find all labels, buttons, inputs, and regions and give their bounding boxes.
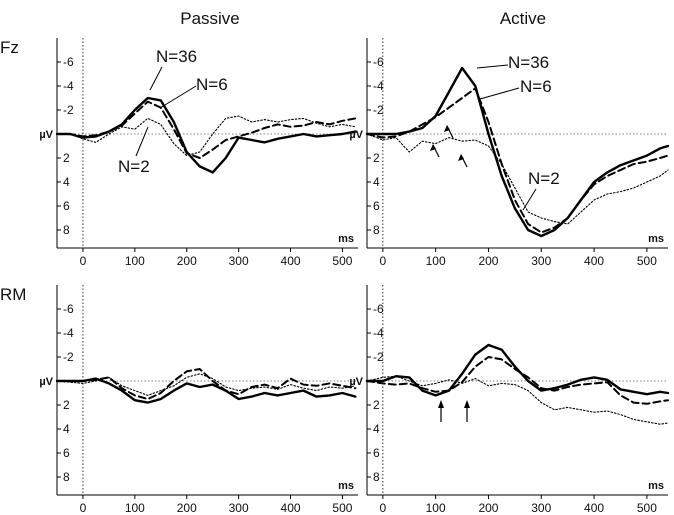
series-line-n36 (365, 66, 670, 238)
arrow-icon (458, 154, 468, 168)
x-tick-label: 300 (531, 254, 551, 268)
y-tick-label: -4 (63, 326, 74, 340)
x-tick-label: 500 (332, 254, 352, 268)
arrow-icon (444, 125, 454, 139)
x-tick-label: 0 (379, 501, 386, 515)
x-tick-label: 300 (229, 254, 249, 268)
x-tick-label: 200 (177, 254, 197, 268)
y-tick-label: 6 (373, 446, 380, 460)
leader-n2-passive (135, 126, 149, 157)
leader-n2-active (522, 188, 537, 211)
y-tick-label: 2 (373, 151, 380, 165)
panel-rm-passive: -6 -4 -2 2 4 6 8 µV 0 100 200 300 400 500 ms (39, 285, 358, 515)
arrow-icon (430, 144, 440, 158)
y-tick-label: 8 (373, 223, 380, 237)
annotation-layer: N=36 N=6 N=2 N=36 N=6 N=2 (118, 47, 560, 422)
series-line-n36 (365, 343, 670, 397)
x-tick-label: 400 (584, 254, 604, 268)
y-tick-label: -2 (373, 103, 384, 117)
y-tick-label: -6 (373, 55, 384, 69)
y-tick-label: -6 (373, 302, 384, 316)
x-tick-label: 300 (531, 501, 551, 515)
y-tick-label: -2 (63, 350, 74, 364)
y-tick-label: -2 (63, 103, 74, 117)
annotation-n6-passive: N=6 (196, 75, 228, 94)
y-unit-label: µV (39, 129, 53, 141)
x-tick-label: 400 (281, 254, 301, 268)
y-tick-label: 2 (373, 398, 380, 412)
y-tick-label: -6 (63, 55, 74, 69)
y-tick-label: 4 (373, 422, 380, 436)
series-line-n6 (56, 100, 357, 159)
x-tick-label: 500 (637, 501, 657, 515)
y-tick-label: 2 (63, 398, 70, 412)
x-tick-label: 200 (478, 254, 498, 268)
column-title-passive: Passive (180, 9, 240, 28)
panel-rm-active: -6 -4 -2 2 4 6 8 µV 0 100 200 300 400 500 ms (349, 285, 670, 515)
y-tick-label: 4 (373, 175, 380, 189)
x-tick-label: 100 (426, 501, 446, 515)
y-tick-label: 6 (373, 199, 380, 213)
y-unit-label: µV (39, 376, 53, 388)
leader-n6-active (479, 87, 520, 100)
y-tick-label: -4 (373, 326, 384, 340)
x-tick-label: 500 (332, 501, 352, 515)
x-tick-label: 100 (426, 254, 446, 268)
series-line-n2 (56, 373, 356, 396)
annotation-n36-passive: N=36 (156, 47, 197, 66)
x-tick-label: 300 (229, 501, 249, 515)
x-tick-label: 200 (177, 501, 197, 515)
series-line-n36 (55, 377, 357, 404)
x-unit-label: ms (338, 233, 354, 245)
annotation-n36-active: N=36 (508, 53, 549, 72)
x-tick-label: 400 (281, 501, 301, 515)
y-unit-label: µV (349, 376, 363, 388)
x-tick-label: 100 (125, 501, 145, 515)
x-tick-label: 0 (80, 254, 87, 268)
series-line-n2 (56, 115, 356, 157)
panel-fz-passive: -6 -4 -2 2 4 6 8 µV 0 100 200 300 400 500 ms (39, 38, 358, 268)
row-label-rm: RM (0, 285, 26, 304)
x-unit-label: ms (648, 233, 664, 245)
y-tick-label: 4 (63, 175, 70, 189)
x-tick-label: 0 (80, 501, 87, 515)
leader-n36-passive (149, 66, 163, 91)
y-tick-label: -4 (373, 79, 384, 93)
y-tick-label: 4 (63, 422, 70, 436)
annotation-n2-passive: N=2 (118, 157, 150, 176)
leader-n36-active (476, 64, 509, 69)
y-unit-label: µV (349, 129, 363, 141)
column-title-active: Active (500, 9, 546, 28)
series-line-n2 (366, 375, 669, 425)
annotation-n6-active: N=6 (520, 77, 552, 96)
leader-n6-passive (159, 85, 197, 109)
y-tick-label: 8 (63, 470, 70, 484)
series-line-n36 (55, 96, 357, 174)
x-unit-label: ms (648, 480, 664, 492)
row-label-fz: Fz (0, 38, 19, 57)
y-tick-label: -2 (373, 350, 384, 364)
series-line-n6 (366, 356, 669, 405)
panel-fz-active: -6 -4 -2 2 4 6 8 µV 0 100 200 300 400 500 ms (349, 38, 670, 268)
series-line-n2 (366, 133, 669, 225)
x-tick-label: 100 (125, 254, 145, 268)
y-tick-label: -4 (63, 79, 74, 93)
y-tick-label: 2 (63, 151, 70, 165)
arrow-icon (438, 400, 444, 422)
y-tick-label: 8 (373, 470, 380, 484)
y-tick-label: 6 (63, 446, 70, 460)
x-tick-label: 0 (379, 254, 386, 268)
arrow-icon (464, 400, 470, 422)
y-tick-label: 6 (63, 199, 70, 213)
annotation-n2-active: N=2 (528, 169, 560, 188)
x-tick-label: 400 (584, 501, 604, 515)
series-line-n6 (366, 87, 669, 234)
x-tick-label: 500 (637, 254, 657, 268)
y-tick-label: 8 (63, 223, 70, 237)
x-tick-label: 200 (478, 501, 498, 515)
x-unit-label: ms (338, 480, 354, 492)
y-tick-label: -6 (63, 302, 74, 316)
